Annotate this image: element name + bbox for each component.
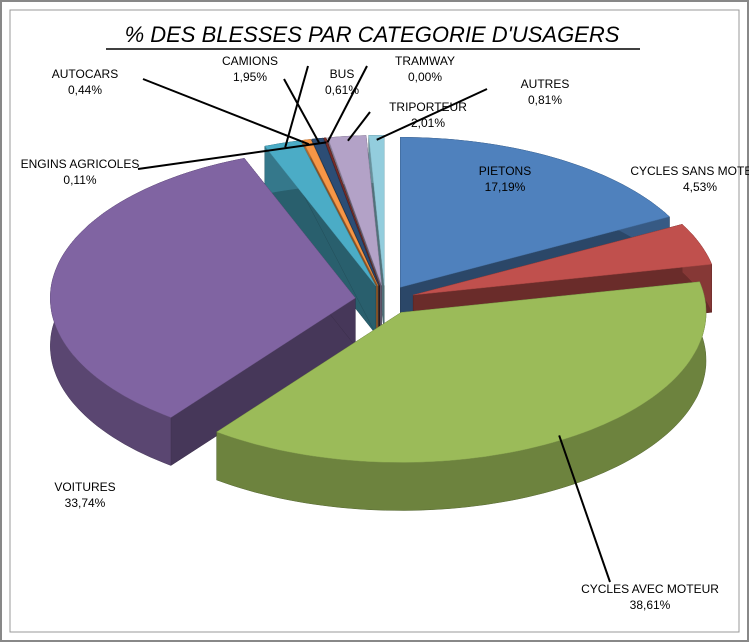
data-label-value: 0,61% [325,83,359,97]
data-label-name: CYCLES SANS MOTEUR [630,164,749,178]
data-label-name: AUTRES [521,77,570,91]
data-label-name: AUTOCARS [52,67,118,81]
leader-line [558,435,611,583]
slice [216,281,707,463]
slice [413,224,713,296]
data-label-value: 4,53% [683,180,717,194]
data-label-value: 0,00% [408,70,442,84]
leader-line [283,78,321,144]
leader-line [347,111,371,142]
slice [302,139,379,286]
data-label-value: 0,11% [63,173,96,187]
leader-line [284,65,309,148]
data-label-name: VOITURES [54,480,115,494]
data-label-value: 0,44% [68,83,102,97]
leader-line [137,141,327,170]
data-label-name: TRIPORTEUR [389,100,467,114]
data-label-name: CYCLES AVEC MOTEUR [581,582,719,596]
data-label-value: 2,01% [411,116,445,130]
data-label-name: TRAMWAY [395,54,455,68]
data-label-value: 17,19% [485,180,526,194]
chart-title: % DES BLESSES PAR CATEGORIE D'USAGERS [125,22,620,47]
slice [368,135,385,286]
leader-line [326,65,368,143]
data-label-value: 1,95% [233,70,267,84]
data-label-value: 33,74% [65,496,106,510]
slice [50,158,356,418]
data-label-name: ENGINS AGRICOLES [21,157,140,171]
plot-frame [9,9,740,633]
leader-line [142,78,310,146]
data-label-name: CAMIONS [222,54,278,68]
data-label-value: 38,61% [630,598,671,612]
slice [400,137,670,288]
leader-line [376,88,488,141]
slice [323,137,380,286]
data-label-name: PIETONS [479,164,531,178]
data-label-value: 0,81% [528,93,562,107]
data-label-name: BUS [330,67,355,81]
